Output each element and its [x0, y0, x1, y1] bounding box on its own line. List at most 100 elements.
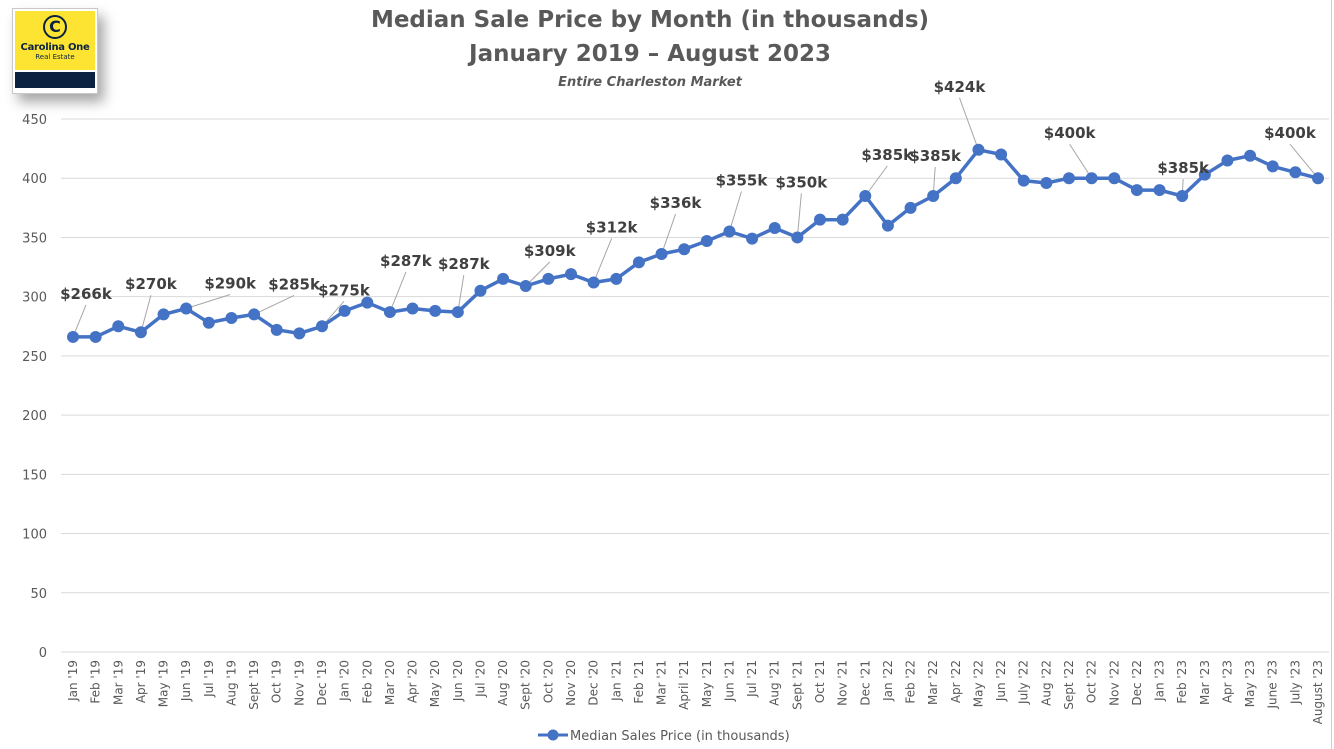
- data-label: $287k: [438, 255, 491, 273]
- copyright-c-icon: C: [43, 15, 67, 39]
- x-tick-label: June '23: [1266, 660, 1280, 710]
- data-point: [1244, 149, 1257, 162]
- x-tick-label: April '21: [677, 660, 691, 710]
- x-tick-label: Nov '20: [564, 660, 578, 706]
- data-point: [1040, 176, 1053, 189]
- y-axis: 0 50 100 150 200 250 300 350 400 450: [22, 113, 47, 661]
- data-point: [451, 306, 464, 319]
- x-tick-label: Jan '22: [881, 660, 895, 702]
- y-tick-label: 300: [22, 291, 47, 306]
- label-leader-line: [457, 274, 465, 313]
- legend: Median Sales Price (in thousands): [538, 729, 790, 744]
- data-point: [157, 308, 170, 321]
- data-point: [1289, 166, 1302, 179]
- x-tick-label: May '21: [700, 660, 714, 707]
- data-label: $385k: [1157, 159, 1210, 177]
- x-tick-label: Mar '21: [655, 660, 669, 705]
- x-tick-label: Jul '19: [202, 660, 216, 698]
- label-leader-line: [140, 295, 152, 333]
- data-point: [655, 248, 668, 261]
- data-point: [949, 172, 962, 185]
- x-tick-label: Aug '19: [224, 660, 238, 706]
- y-tick-label: 350: [22, 231, 47, 246]
- data-point: [497, 272, 510, 285]
- data-point: [134, 326, 147, 339]
- data-label: $285k: [268, 275, 321, 293]
- logo-company-sub: Real Estate: [35, 53, 75, 61]
- label-leader-line: [958, 97, 979, 150]
- logo-company-name: Carolina One: [20, 42, 90, 53]
- data-point: [361, 296, 374, 309]
- data-label: $290k: [204, 275, 257, 293]
- data-point: [1198, 168, 1211, 181]
- data-point: [1221, 154, 1234, 167]
- y-tick-label: 100: [22, 528, 47, 543]
- x-axis: Jan '19 Feb '19 Mar '19 Apr '19 May '19 Jun '…: [66, 660, 1325, 724]
- data-label: $266k: [60, 285, 113, 303]
- data-point: [1085, 172, 1098, 185]
- x-tick-label: Feb '19: [89, 660, 103, 704]
- x-tick-label: Jan '23: [1153, 660, 1167, 702]
- x-tick-label: Jun '21: [722, 660, 736, 702]
- label-leader-line: [389, 271, 407, 313]
- data-point: [112, 320, 125, 333]
- data-point: [406, 302, 419, 315]
- logo-navy-band: [15, 72, 95, 88]
- data-point: [746, 232, 759, 245]
- x-tick-label: Aug '20: [496, 660, 510, 706]
- x-tick-label: Jul '20: [473, 660, 487, 698]
- data-point: [180, 302, 193, 315]
- data-point: [904, 201, 917, 214]
- label-leader-line: [661, 213, 677, 255]
- data-point: [814, 213, 826, 226]
- data-point: [927, 189, 940, 202]
- chart-title-line2: January 2019 – August 2023: [467, 41, 831, 67]
- x-tick-label: Jun '19: [179, 660, 193, 702]
- label-leader-line: [593, 238, 613, 283]
- x-tick-label: Feb '22: [904, 660, 918, 704]
- x-tick-label: Mar '23: [1198, 660, 1212, 705]
- x-tick-label: Dec '22: [1130, 660, 1144, 706]
- x-tick-label: Jan '21: [609, 660, 623, 702]
- data-label: $336k: [650, 194, 703, 212]
- data-label: $400k: [1264, 124, 1317, 142]
- data-point: [89, 330, 102, 343]
- x-tick-label: August '23: [1311, 660, 1325, 724]
- data-label: $270k: [125, 275, 178, 293]
- x-tick-label: July '22: [1017, 660, 1031, 705]
- x-tick-label: Apr '23: [1220, 660, 1234, 703]
- x-tick-label: Mar '20: [383, 660, 397, 705]
- x-tick-label: Dec '20: [587, 660, 601, 706]
- x-tick-label: Jan '19: [66, 660, 80, 702]
- data-point: [1153, 184, 1166, 197]
- x-tick-label: July '23: [1288, 660, 1302, 705]
- x-tick-label: May '20: [428, 660, 442, 707]
- x-tick-label: May '22: [971, 660, 985, 707]
- label-leader-line: [728, 191, 742, 232]
- data-point: [723, 225, 736, 238]
- x-tick-label: Nov '22: [1107, 660, 1121, 706]
- data-point: [972, 143, 985, 156]
- data-label: $312k: [586, 218, 639, 236]
- x-tick-label: Jul '21: [745, 660, 759, 698]
- data-label: $275k: [318, 281, 371, 299]
- data-label: $424k: [934, 78, 987, 96]
- x-tick-label: Nov '19: [292, 660, 306, 706]
- x-tick-label: Jun '20: [451, 660, 465, 702]
- data-point: [791, 231, 804, 244]
- chart-title: Median Sale Price by Month (in thousands…: [371, 7, 929, 33]
- data-point: [270, 323, 283, 336]
- data-point: [836, 213, 849, 226]
- data-label: $309k: [524, 242, 577, 260]
- legend-point-marker: [547, 729, 559, 741]
- data-point: [700, 234, 713, 247]
- chart-border: [1331, 0, 1332, 749]
- company-logo: C Carolina One Real Estate: [12, 8, 98, 94]
- label-leader-line: [1289, 143, 1319, 179]
- data-point: [293, 327, 306, 340]
- x-tick-label: Feb '20: [360, 660, 374, 704]
- data-points: [67, 143, 1324, 343]
- data-point: [1108, 172, 1121, 185]
- data-point: [1130, 184, 1143, 197]
- data-point: [519, 280, 532, 293]
